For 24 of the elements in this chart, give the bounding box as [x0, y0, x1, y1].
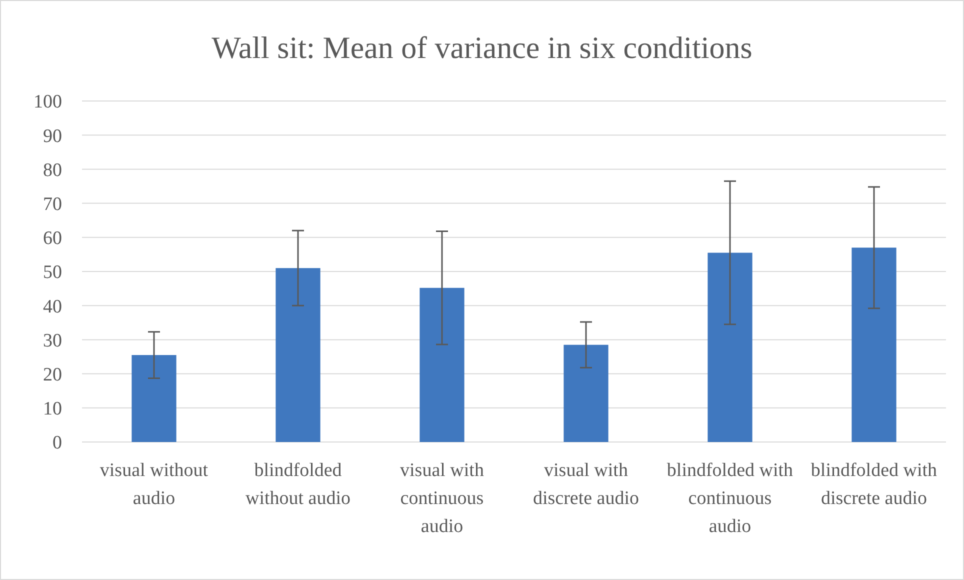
y-tick-label: 20: [43, 364, 62, 386]
x-tick-label: blindfolded with discrete audio: [810, 460, 938, 509]
y-tick-label: 60: [43, 228, 62, 250]
x-tick-label: visual without audio: [100, 460, 209, 509]
bar: [564, 344, 608, 442]
bar: [132, 355, 176, 442]
bar: [708, 252, 752, 442]
bar: [852, 248, 896, 442]
y-tick-label: 10: [43, 398, 62, 420]
chart-title: Wall sit: Mean of variance in six conditions: [212, 30, 752, 65]
y-tick-label: 100: [34, 92, 62, 113]
y-tick-label: 90: [43, 126, 62, 147]
y-tick-label: 30: [43, 330, 62, 352]
x-tick-label: blindfolded with continuous audio: [666, 460, 794, 537]
bar: [276, 268, 320, 442]
x-tick-label: visual with discrete audio: [532, 460, 640, 509]
y-tick-label: 0: [52, 432, 62, 454]
y-tick-label: 50: [43, 262, 62, 284]
x-tick-label: visual with continuous audio: [400, 460, 484, 537]
y-tick-label: 40: [43, 296, 62, 318]
x-tick-label: blindfolded without audio: [245, 460, 351, 509]
y-tick-label: 70: [43, 194, 62, 215]
bar: [420, 288, 464, 442]
y-tick-label: 80: [43, 160, 62, 181]
